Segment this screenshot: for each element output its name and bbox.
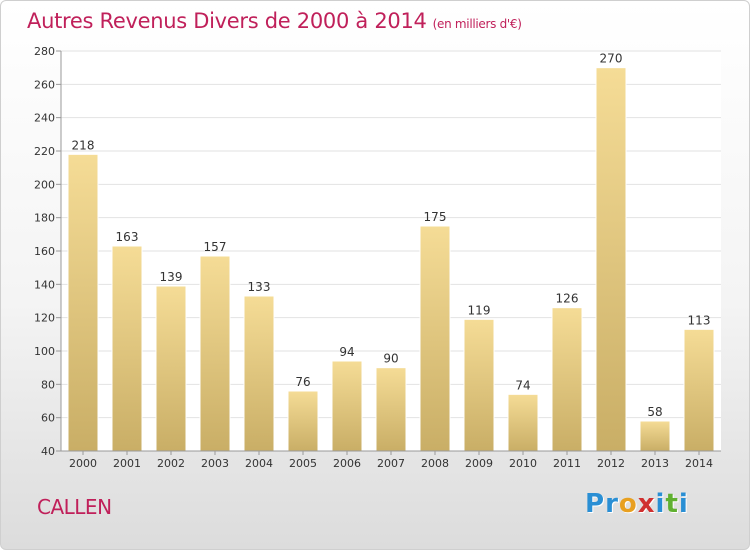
bar-2006 (331, 360, 363, 452)
x-tick-label-2000: 2000 (69, 457, 97, 470)
y-tick-label: 180 (34, 212, 55, 225)
data-label-2013: 58 (647, 405, 662, 419)
x-tick-label-2007: 2007 (377, 457, 405, 470)
data-label-2005: 76 (295, 375, 310, 389)
data-label-2009: 119 (468, 303, 491, 317)
x-tick-label-2001: 2001 (113, 457, 141, 470)
bar-2003 (199, 255, 231, 452)
x-tick-label-2006: 2006 (333, 457, 361, 470)
chart-subtitle: (en milliers d'€) (432, 17, 522, 31)
data-label-2001: 163 (116, 230, 139, 244)
y-tick-label: 200 (34, 178, 55, 191)
y-tick-label: 260 (34, 78, 55, 91)
data-label-2014: 113 (688, 313, 711, 327)
y-tick-label: 120 (34, 312, 55, 325)
y-tick-label: 220 (34, 145, 55, 158)
bar-2012 (595, 67, 627, 452)
y-tick-label: 240 (34, 112, 55, 125)
bar-2005 (287, 390, 319, 452)
y-tick-label: 80 (41, 378, 55, 391)
bar-2000 (67, 153, 99, 452)
data-label-2008: 175 (424, 210, 447, 224)
bar-2007 (375, 367, 407, 452)
y-tick-label: 100 (34, 345, 55, 358)
commune-name: CALLEN (37, 495, 112, 519)
y-tick-label: 60 (41, 412, 55, 425)
x-tick-label-2014: 2014 (685, 457, 713, 470)
title-text: Autres Revenus Divers de 2000 à 2014 (27, 9, 427, 33)
brand-letter: x (637, 489, 656, 519)
brand-letter: i (678, 489, 689, 519)
brand-letter: P (585, 489, 606, 519)
data-label-2012: 270 (600, 52, 623, 66)
x-tick-label-2013: 2013 (641, 457, 669, 470)
chart-title: Autres Revenus Divers de 2000 à 2014 (en … (27, 9, 522, 33)
bar-2008 (419, 225, 451, 452)
bar-2002 (155, 285, 187, 452)
bar-2004 (243, 295, 275, 452)
x-tick-label-2012: 2012 (597, 457, 625, 470)
data-labels: 218 163 139 157 133 76 94 90 175 119 74 126 270 58 113 (72, 52, 711, 419)
x-tick-label-2004: 2004 (245, 457, 273, 470)
bar-2011 (551, 307, 583, 452)
brand-letter: o (618, 489, 638, 519)
data-label-2003: 157 (204, 240, 227, 254)
y-tick-label: 40 (41, 445, 55, 458)
brand-letter: r (605, 489, 619, 519)
x-tick-label-2002: 2002 (157, 457, 185, 470)
bar-2010 (507, 393, 539, 452)
y-tick-label: 140 (34, 278, 55, 291)
proxiti-logo[interactable]: Proxiti (585, 489, 689, 519)
data-label-2000: 218 (72, 138, 95, 152)
y-tick-labels: 40 60 80 100 120 140 160 180 200 220 240 260 280 (34, 45, 61, 458)
bar-2009 (463, 318, 495, 452)
y-tick-label: 280 (34, 45, 55, 58)
data-label-2007: 90 (383, 352, 398, 366)
bars (67, 67, 715, 452)
data-label-2004: 133 (248, 280, 271, 294)
data-label-2006: 94 (339, 345, 354, 359)
bar-2014 (683, 328, 715, 452)
data-label-2002: 139 (160, 270, 183, 284)
x-tick-label-2003: 2003 (201, 457, 229, 470)
brand-letter: i (655, 489, 666, 519)
brand-letter: t (665, 489, 679, 519)
x-tick-label-2011: 2011 (553, 457, 581, 470)
y-tick-label: 160 (34, 245, 55, 258)
bar-2001 (111, 245, 143, 452)
bar-2013 (639, 420, 671, 452)
data-label-2011: 126 (556, 292, 579, 306)
x-tick-labels: 2000 2001 2002 2003 2004 2005 2006 2007 2008 2009… (69, 451, 713, 470)
x-tick-label-2009: 2009 (465, 457, 493, 470)
data-label-2010: 74 (515, 378, 530, 392)
x-tick-label-2008: 2008 (421, 457, 449, 470)
x-tick-label-2010: 2010 (509, 457, 537, 470)
x-tick-label-2005: 2005 (289, 457, 317, 470)
